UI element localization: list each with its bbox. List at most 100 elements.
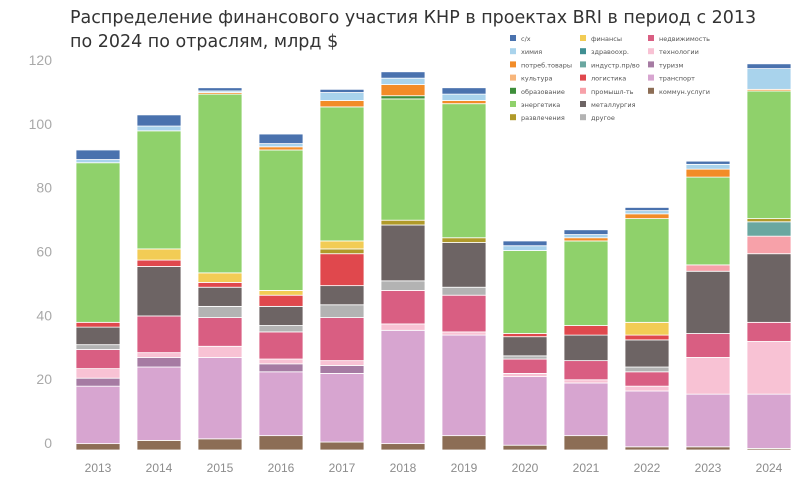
bar-segment: [685, 160, 731, 165]
bar-segment: [380, 71, 426, 79]
bar-segment: [197, 357, 243, 440]
legend-label: недвижимость: [659, 35, 710, 43]
bar-segment: [380, 280, 426, 291]
legend-label: образование: [521, 88, 565, 96]
legend-item: транспорт: [648, 74, 695, 83]
x-tick-label: 2022: [634, 461, 661, 475]
bar-segment: [258, 133, 304, 144]
bar-segment: [258, 358, 304, 365]
bar-segment: [624, 321, 670, 336]
bar-segment: [441, 294, 487, 333]
bar-segment: [502, 250, 548, 334]
bar-stacks: [75, 63, 792, 451]
bar-segment: [319, 248, 365, 255]
y-tick-label: 80: [36, 180, 52, 196]
bar-segment: [502, 372, 548, 377]
legend-label: металлургия: [591, 101, 636, 109]
bar-segment: [441, 103, 487, 239]
bar-segment: [441, 100, 487, 105]
bar-segment: [75, 321, 121, 328]
bar-segment: [746, 235, 792, 255]
bar-segment: [685, 176, 731, 266]
bar-segment: [624, 218, 670, 323]
bar-stack-2015: [197, 87, 243, 451]
legend-item: культура: [510, 74, 553, 83]
bar-segment: [746, 221, 792, 237]
legend-label: культура: [521, 75, 553, 83]
bar-segment: [380, 219, 426, 226]
bar-segment: [502, 376, 548, 446]
bar-segment: [441, 93, 487, 101]
bar-segment: [136, 259, 182, 267]
bar-segment: [136, 125, 182, 132]
bar-segment: [563, 379, 609, 384]
y-tick-label: 100: [29, 116, 53, 132]
bar-segment: [746, 341, 792, 395]
legend-item: энергетика: [510, 101, 560, 109]
x-tick-label: 2024: [756, 461, 783, 475]
bar-segment: [136, 357, 182, 368]
bar-segment: [319, 365, 365, 374]
legend-item: с/х: [510, 35, 531, 43]
legend-label: с/х: [521, 35, 531, 43]
bar-segment: [319, 240, 365, 250]
bar-segment: [563, 360, 609, 381]
bar-segment: [319, 88, 365, 93]
bar-segment: [563, 240, 609, 326]
legend-swatch: [580, 61, 586, 68]
bar-segment: [258, 435, 304, 451]
x-tick-label: 2023: [695, 461, 722, 475]
bar-segment: [624, 334, 670, 341]
legend-swatch: [580, 87, 586, 94]
legend-label: промышл-ть: [591, 88, 634, 96]
legend-swatch: [580, 101, 586, 107]
bar-segment: [502, 355, 548, 360]
bar-stack-2020: [502, 240, 548, 451]
bar-segment: [136, 366, 182, 441]
bar-segment: [136, 440, 182, 451]
legend-label: энергетика: [521, 101, 560, 109]
legend-label: коммун.услуги: [659, 88, 710, 96]
bar-segment: [319, 106, 365, 242]
legend-item: химия: [510, 48, 542, 56]
bar-stack-2021: [563, 229, 609, 451]
bar-stack-2014: [136, 114, 182, 451]
bar-segment: [624, 390, 670, 448]
bar-segment: [319, 317, 365, 362]
legend-swatch: [648, 61, 654, 68]
bar-segment: [746, 68, 792, 90]
bar-segment: [136, 315, 182, 354]
bar-segment: [380, 98, 426, 221]
bar-segment: [197, 282, 243, 288]
bar-segment: [380, 329, 426, 445]
bar-segment: [563, 334, 609, 362]
x-tick-label: 2015: [207, 461, 234, 475]
bar-segment: [75, 162, 121, 323]
bar-segment: [624, 213, 670, 220]
bar-segment: [319, 253, 365, 287]
bar-segment: [502, 240, 548, 247]
legend-item: образование: [510, 87, 565, 96]
bar-stack-2022: [624, 207, 670, 451]
bar-segment: [319, 285, 365, 306]
legend-swatch: [580, 35, 586, 41]
bar-segment: [197, 93, 243, 274]
legend-label: финансы: [591, 35, 622, 43]
legend-item: индустр.пр/во: [580, 61, 640, 69]
legend-label: транспорт: [659, 75, 695, 83]
bar-segment: [441, 242, 487, 288]
bar-segment: [563, 237, 609, 242]
legend-swatch: [510, 35, 516, 41]
legend-swatch: [648, 35, 654, 41]
chart-title: Распределение финансового участия КНР в …: [70, 8, 757, 52]
bar-segment: [319, 304, 365, 318]
bar-segment: [136, 352, 182, 358]
bar-segment: [563, 234, 609, 239]
bar-segment: [624, 207, 670, 212]
legend-label: туризм: [659, 61, 683, 69]
bar-segment: [624, 210, 670, 215]
bar-segment: [685, 333, 731, 358]
legend-label: логистика: [591, 75, 626, 83]
legend-swatch: [580, 74, 586, 81]
bar-segment: [746, 393, 792, 449]
